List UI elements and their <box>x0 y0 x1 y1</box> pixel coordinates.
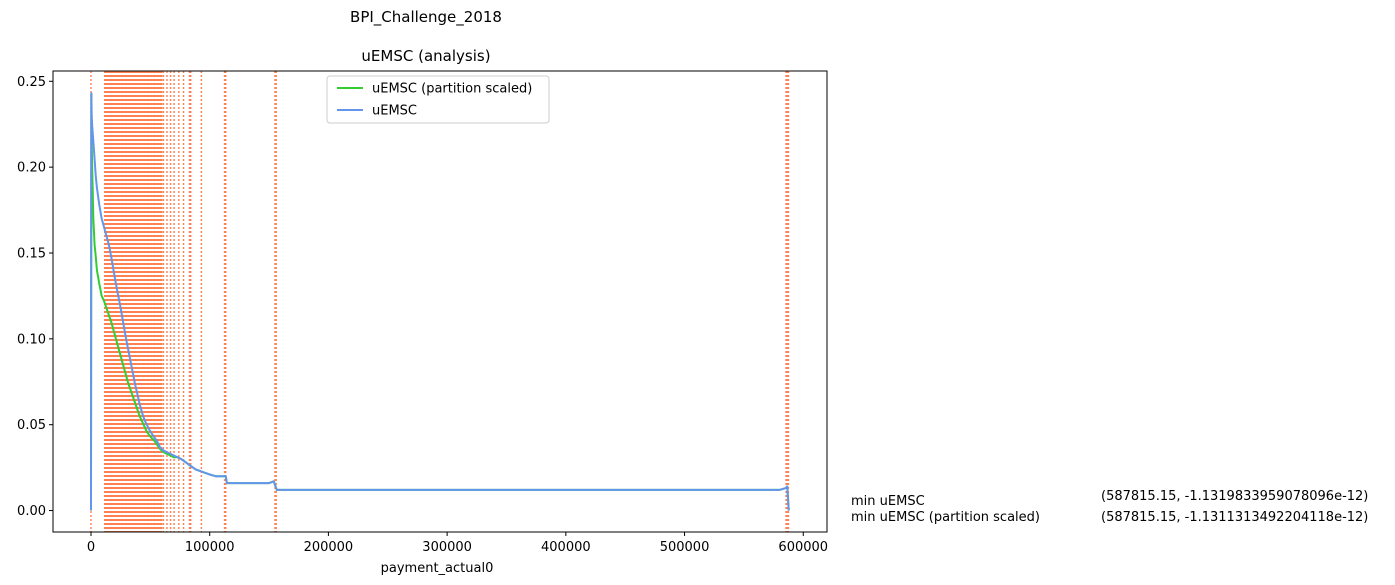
y-tick-label-2: 0.10 <box>17 332 46 347</box>
legend: uEMSC (partition scaled) uEMSC <box>326 75 550 124</box>
x-tick-label-6: 600000 <box>778 540 828 555</box>
annotation-min-uemsc-scaled-label: min uEMSC (partition scaled) <box>851 510 1040 525</box>
y-axis-ticks: 0.00 0.05 0.10 0.15 0.20 0.25 <box>17 75 53 519</box>
x-axis-label: payment_actual0 <box>381 561 494 576</box>
y-tick-label-3: 0.15 <box>17 246 46 261</box>
x-tick-label-2: 200000 <box>304 540 354 555</box>
legend-box <box>326 75 550 124</box>
y-tick-label-1: 0.05 <box>17 418 46 433</box>
series-line-1 <box>89 92 790 511</box>
annotation-min-uemsc-scaled-value: (587815.15, -1.1311313492204118e-12) <box>1101 510 1369 525</box>
legend-label-0: uEMSC (partition scaled) <box>372 82 532 97</box>
x-tick-label-5: 500000 <box>660 540 710 555</box>
series-line-0 <box>89 92 790 511</box>
x-tick-label-3: 300000 <box>422 540 472 555</box>
x-tick-label-1: 100000 <box>185 540 235 555</box>
plot-area <box>89 71 790 532</box>
series-lines <box>89 92 790 511</box>
y-tick-label-0: 0.00 <box>17 504 46 519</box>
y-tick-label-5: 0.25 <box>17 75 46 90</box>
chart-suptitle: BPI_Challenge_2018 <box>350 8 502 27</box>
legend-label-1: uEMSC <box>372 104 417 119</box>
y-tick-label-4: 0.20 <box>17 161 46 176</box>
annotation-min-uemsc-label: min uEMSC <box>851 494 925 509</box>
chart-title: uEMSC (analysis) <box>361 47 490 65</box>
annotation-min-uemsc-value: (587815.15, -1.1319833959078096e-12) <box>1101 489 1369 504</box>
x-tick-label-0: 0 <box>87 540 95 555</box>
x-tick-label-4: 400000 <box>541 540 591 555</box>
axes-frame <box>52 70 828 533</box>
partition-lines <box>90 71 790 532</box>
x-axis-ticks: 0 100000 200000 300000 400000 500000 600000 <box>87 532 828 555</box>
